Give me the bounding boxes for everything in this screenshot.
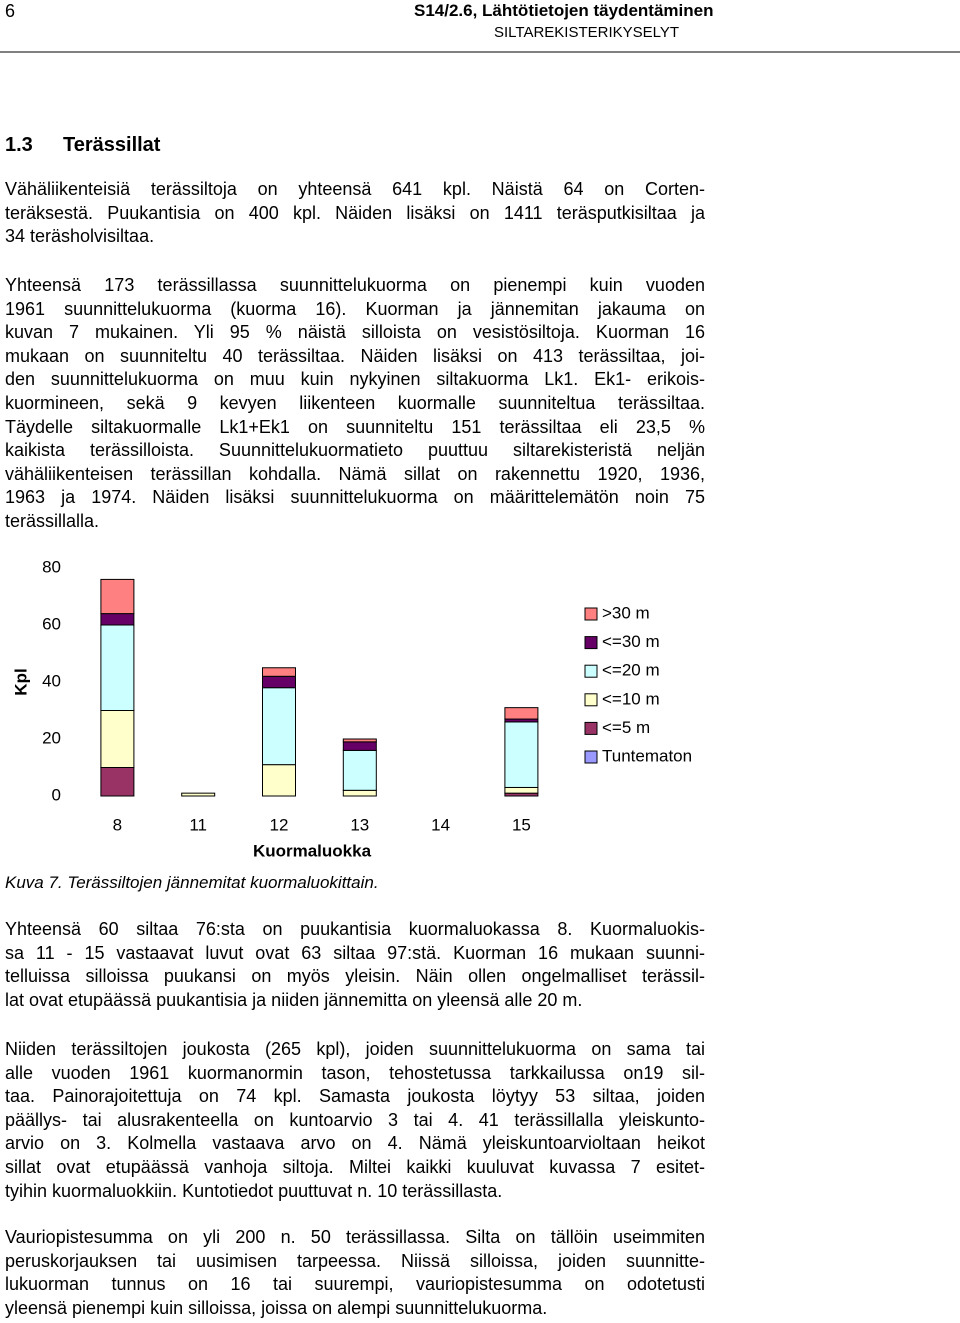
text-line: Vauriopistesumma on yli 200 n. 50 teräss…: [5, 1227, 705, 1247]
bar-segment: [504, 786, 539, 794]
text-line: päällys- tai alusrakenteella on kuntoarv…: [5, 1109, 705, 1130]
text-line: terässillalla.: [5, 510, 100, 531]
bar-segment: [342, 749, 377, 791]
x-tick-label: 12: [270, 815, 289, 834]
legend-swatch: [584, 693, 598, 707]
bar-segment: [262, 764, 296, 797]
text-line: lat ovat etupäässä puukantisia ja niiden…: [5, 989, 583, 1010]
text-line: 1961 suunnittelukuorma (kuorma 16). Kuor…: [5, 298, 705, 319]
y-tick-label: 80: [42, 557, 61, 576]
text-line: Vähäliikenteisiä terässiltoja on yhteens…: [5, 179, 705, 199]
text-line: Täydelle siltakuormalle Lk1+Ek1 on suunn…: [5, 416, 705, 437]
bar-segment: [100, 613, 135, 626]
x-tick-label: 14: [431, 815, 450, 834]
text-line: telluissa silloissa puukansi on myös yle…: [5, 966, 705, 987]
bar-segment: [181, 792, 216, 797]
x-axis-label: Kuormaluokka: [253, 841, 372, 860]
paragraph: Vähäliikenteisiä terässiltoja on yhteens…: [5, 178, 705, 249]
text-line: Yhteensä 60 siltaa 76:sta on puukantisia…: [5, 919, 705, 939]
bar-segment: [342, 789, 377, 797]
x-tick-label: 13: [350, 815, 369, 834]
legend-label: <=30 m: [602, 632, 660, 651]
text-line: yleensä pienempi kuin silloissa, joissa …: [5, 1297, 548, 1318]
legend-label: <=5 m: [602, 718, 650, 737]
page-number: 6: [5, 1, 16, 21]
bar-segment: [262, 687, 296, 766]
y-tick-label: 40: [42, 671, 61, 690]
legend-swatch: [584, 750, 598, 764]
text-line: vähäliikenteisen terässillan kohdalla. N…: [5, 463, 705, 484]
y-tick-label: 20: [42, 728, 61, 747]
bar-segment: [100, 710, 135, 768]
text-line: Yhteensä 173 terässillassa suunnitteluku…: [5, 275, 705, 295]
y-tick-label: 60: [42, 614, 61, 633]
legend-label: >30 m: [602, 603, 650, 622]
bar-segment: [504, 721, 539, 788]
header-subtitle: SILTAREKISTERIKYSELYT: [494, 24, 680, 41]
legend-swatch: [584, 721, 598, 735]
legend-label: <=20 m: [602, 661, 660, 680]
bar-segment: [100, 767, 135, 797]
text-line: Niiden terässiltojen joukosta (265 kpl),…: [5, 1039, 705, 1059]
text-line: peruskorjauksen tai uusimisen tarpeessa.…: [5, 1250, 705, 1271]
header-title: S14/2.6, Lähtötietojen täydentäminen: [414, 1, 714, 20]
text-line: sa 11 - 15 vastaavat luvut ovat 63 silta…: [5, 942, 705, 963]
bar-segment: [262, 667, 296, 677]
text-line: kuvan 7 mukainen. Yli 95 % näistä silloi…: [5, 322, 705, 343]
paragraph: Yhteensä 60 siltaa 76:sta on puukantisia…: [5, 918, 705, 1012]
paragraph: Vauriopistesumma on yli 200 n. 50 teräss…: [5, 1226, 705, 1320]
y-axis-label: Kpl: [11, 668, 30, 695]
text-line: teräksestä. Puukantisia on 400 kpl. Näid…: [5, 202, 705, 223]
text-line: lukuorman tunnus on 16 tai suurempi, vau…: [5, 1274, 705, 1295]
section-title: Terässillat: [63, 134, 161, 156]
bar-segment: [100, 624, 135, 711]
text-line: alle vuoden 1961 kuormanormin tason, teh…: [5, 1062, 705, 1083]
legend-swatch: [584, 607, 598, 621]
text-line: kaikista terässilloista. Suunnittelukuor…: [5, 440, 705, 461]
text-line: arvio on 3. Kolmella vastaava arvo on 4.…: [5, 1133, 705, 1154]
text-line: 1963 ja 1974. Näiden lisäksi suunnittelu…: [5, 487, 705, 508]
text-line: sillat ovat etupäässä vanhoja siltoja. M…: [5, 1156, 705, 1177]
legend-label: Tuntematon: [602, 746, 692, 765]
x-tick-label: 8: [113, 815, 122, 834]
x-tick-label: 11: [189, 815, 207, 834]
bar-segment: [504, 707, 539, 720]
section-number: 1.3: [5, 134, 33, 156]
legend-swatch: [584, 664, 598, 678]
y-tick-label: 0: [52, 785, 61, 804]
legend-swatch: [584, 636, 598, 650]
bar-segment: [342, 738, 377, 743]
bar-segment: [262, 675, 296, 689]
bar-segment: [100, 578, 135, 615]
bar-segment: [342, 741, 377, 751]
text-line: 34 teräsholvisiltaa.: [5, 226, 155, 247]
text-line: tyihin kuormaluokkiin. Kuntotiedot puutt…: [5, 1180, 503, 1201]
paragraph: Yhteensä 173 terässillassa suunnitteluku…: [5, 274, 705, 534]
paragraph: Niiden terässiltojen joukosta (265 kpl),…: [5, 1038, 705, 1203]
text-line: mukaan on suunniteltu 40 terässiltaa. Nä…: [5, 345, 705, 366]
x-tick-label: 15: [512, 815, 531, 834]
figure-caption: Kuva 7. Terässiltojen jännemitat kuormal…: [5, 873, 379, 892]
text-line: taa. Painorajoitettuja on 74 kpl. Samast…: [5, 1086, 705, 1107]
legend-label: <=10 m: [602, 689, 660, 708]
text-line: kuormineen, sekä 9 kevyen liikenteen kuo…: [5, 392, 705, 413]
text-line: den suunnittelukuorma on muu kuin nykyin…: [5, 369, 705, 390]
